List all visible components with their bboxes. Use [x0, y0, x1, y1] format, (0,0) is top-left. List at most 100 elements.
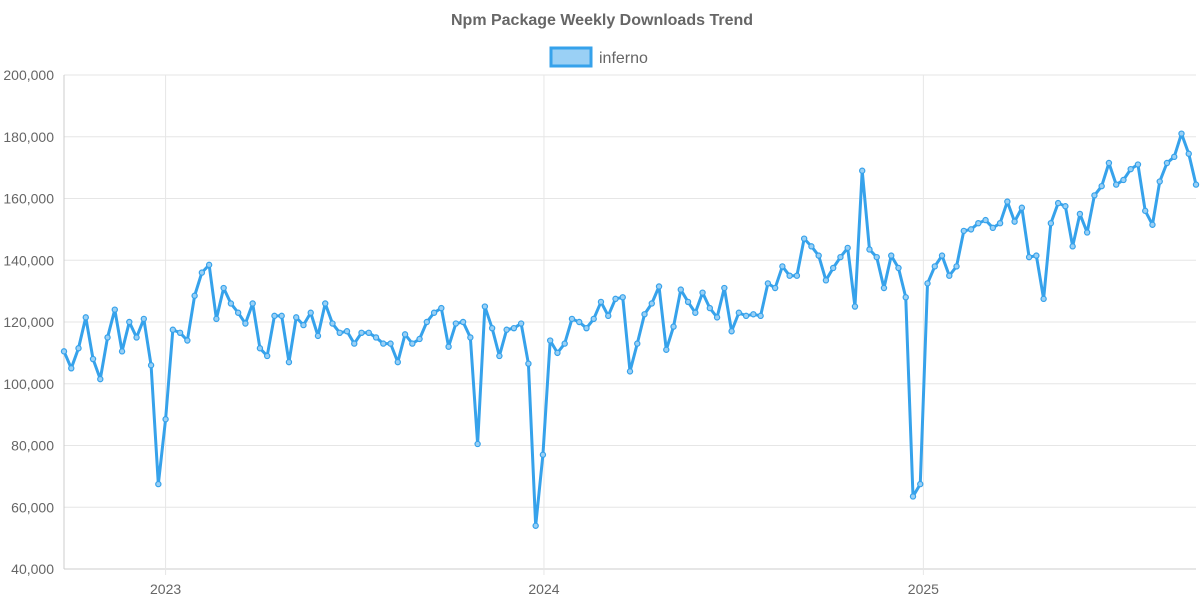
- data-point: [655, 283, 663, 290]
- data-point: [917, 480, 924, 488]
- data-point: [554, 349, 561, 357]
- data-point: [162, 416, 169, 423]
- data-point: [1054, 199, 1062, 207]
- data-point: [155, 480, 162, 488]
- data-point: [300, 321, 307, 329]
- data-point: [430, 309, 438, 316]
- data-point: [989, 224, 997, 232]
- data-point: [866, 246, 873, 253]
- data-point: [452, 320, 460, 327]
- data-point: [329, 320, 336, 327]
- y-tick-label: 80,000: [11, 438, 54, 454]
- data-point: [1033, 252, 1040, 259]
- data-point: [82, 314, 89, 321]
- data-point: [975, 219, 982, 227]
- legend-swatch[interactable]: [549, 46, 593, 68]
- data-point: [358, 329, 365, 337]
- data-point: [496, 352, 503, 360]
- data-point: [1062, 203, 1069, 210]
- data-point: [184, 337, 191, 344]
- data-point: [1105, 159, 1113, 167]
- data-point: [576, 318, 583, 326]
- data-point: [786, 272, 793, 279]
- data-point: [60, 348, 68, 355]
- data-point: [1112, 181, 1120, 188]
- x-axis: 2023 2024 2025: [150, 581, 939, 597]
- data-point: [757, 312, 764, 320]
- data-point: [1040, 295, 1047, 303]
- data-point: [1076, 210, 1084, 218]
- data-point: [126, 318, 133, 326]
- data-point: [1004, 198, 1011, 205]
- data-point: [873, 253, 880, 261]
- data-point: [68, 365, 75, 372]
- data-point: [888, 252, 895, 259]
- data-point: [670, 323, 677, 330]
- data-point: [771, 284, 779, 292]
- x-tick-label: 2023: [150, 581, 181, 597]
- data-point: [372, 334, 380, 341]
- data-point: [583, 324, 590, 332]
- legend-label[interactable]: inferno: [599, 50, 648, 67]
- data-point: [561, 340, 568, 347]
- data-point: [1083, 229, 1091, 236]
- data-point: [735, 309, 743, 316]
- data-point: [793, 272, 801, 279]
- data-point: [1178, 130, 1185, 137]
- data-point: [140, 315, 148, 323]
- data-point: [800, 235, 808, 242]
- chart-title: Npm Package Weekly Downloads Trend: [451, 12, 753, 29]
- data-point: [844, 244, 851, 252]
- y-tick-label: 200,000: [3, 67, 54, 83]
- data-point: [597, 298, 605, 306]
- data-point: [938, 252, 946, 259]
- data-point: [97, 375, 104, 383]
- data-point: [1192, 181, 1200, 188]
- y-tick-label: 120,000: [3, 314, 54, 330]
- data-point: [837, 253, 844, 261]
- data-point: [924, 280, 931, 287]
- data-point: [263, 352, 271, 360]
- data-point: [546, 337, 554, 344]
- data-point: [104, 334, 111, 341]
- data-point: [1069, 243, 1076, 250]
- data-point: [351, 340, 358, 347]
- data-point: [1134, 161, 1142, 168]
- data-point: [89, 355, 97, 363]
- data-point: [416, 335, 423, 343]
- data-point: [1127, 165, 1134, 173]
- data-point: [619, 294, 626, 301]
- data-point: [409, 340, 416, 347]
- data-point: [626, 368, 634, 375]
- data-point: [663, 346, 670, 353]
- data-point: [133, 334, 140, 341]
- data-point: [909, 493, 917, 500]
- y-tick-label: 100,000: [3, 376, 54, 392]
- data-point: [467, 334, 474, 341]
- data-point: [423, 318, 431, 326]
- data-point: [605, 312, 612, 320]
- data-point: [198, 269, 206, 276]
- data-point: [692, 309, 699, 316]
- data-point: [721, 284, 728, 292]
- data-point: [779, 263, 786, 270]
- data-point: [1047, 219, 1055, 227]
- data-point: [147, 362, 155, 369]
- data-point: [895, 264, 902, 272]
- data-point: [851, 303, 859, 310]
- data-point: [343, 328, 351, 335]
- data-point: [256, 345, 264, 352]
- data-point: [808, 243, 815, 250]
- data-point: [191, 292, 198, 299]
- data-point: [242, 320, 249, 327]
- legend[interactable]: inferno: [549, 46, 648, 68]
- data-point: [1171, 153, 1178, 161]
- data-point: [829, 264, 837, 272]
- data-point: [220, 284, 227, 292]
- data-point: [684, 298, 692, 306]
- data-point: [293, 314, 300, 321]
- data-point: [706, 304, 714, 312]
- data-point: [459, 318, 467, 326]
- data-point: [728, 328, 735, 335]
